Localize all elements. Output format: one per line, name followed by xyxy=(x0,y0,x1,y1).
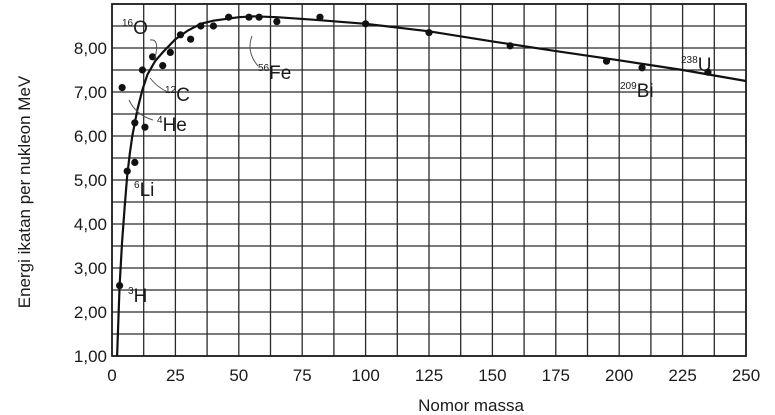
isotope-symbol: C xyxy=(176,85,190,106)
data-point xyxy=(118,84,126,92)
isotope-mass-number: 16 xyxy=(122,18,134,29)
x-axis-title: Nomor massa xyxy=(418,396,524,415)
y-tick-label: 5,00 xyxy=(74,171,107,190)
isotope-symbol: He xyxy=(163,115,187,136)
isotope-label-c: 12C xyxy=(165,85,190,106)
data-point xyxy=(506,42,514,50)
data-point xyxy=(148,53,157,61)
isotope-symbol: Li xyxy=(140,180,155,201)
data-point xyxy=(166,48,174,57)
carbon-pointer xyxy=(149,77,169,93)
isotope-label-he: 4He xyxy=(157,115,187,136)
data-point xyxy=(316,13,324,21)
data-point xyxy=(131,119,139,127)
data-point xyxy=(245,13,253,21)
isotope-symbol: U xyxy=(698,55,712,76)
x-tick-label: 25 xyxy=(166,366,185,385)
isotope-label-li: 6Li xyxy=(134,180,154,201)
x-tick-label: 0 xyxy=(107,366,116,385)
data-point xyxy=(225,13,233,21)
x-tick-label: 100 xyxy=(351,366,379,385)
y-tick-label: 1,00 xyxy=(74,347,107,366)
x-tick-label: 150 xyxy=(478,366,506,385)
isotope-label-o: 16O xyxy=(122,18,148,39)
iron-pointer xyxy=(249,35,259,67)
isotope-mass-number: 3 xyxy=(128,286,134,297)
x-tick-label: 125 xyxy=(415,366,443,385)
plot-frame xyxy=(111,3,747,357)
data-point xyxy=(123,167,131,175)
isotope-symbol: O xyxy=(133,18,148,39)
isotope-symbol: H xyxy=(134,286,148,307)
y-tick-label: 2,00 xyxy=(74,303,107,322)
x-tick-label: 200 xyxy=(605,366,633,385)
data-point xyxy=(197,22,205,30)
x-tick-label: 175 xyxy=(542,366,570,385)
y-tick-label: 6,00 xyxy=(74,127,107,146)
data-point xyxy=(131,158,139,166)
isotope-mass-number: 209 xyxy=(620,81,637,92)
data-point xyxy=(116,282,124,290)
data-point xyxy=(209,22,218,30)
x-tick-label: 75 xyxy=(293,366,312,385)
data-point xyxy=(187,35,195,43)
isotope-mass-number: 6 xyxy=(134,180,140,191)
data-point xyxy=(362,20,370,28)
data-point xyxy=(638,64,646,72)
x-tick-label: 250 xyxy=(732,366,760,385)
isotope-label-bi: 209Bi xyxy=(620,81,654,102)
y-tick-label: 4,00 xyxy=(74,215,107,234)
x-tick-label: 225 xyxy=(668,366,696,385)
isotope-label-u: 238U xyxy=(681,55,711,76)
isotope-mass-number: 12 xyxy=(165,85,177,96)
isotope-mass-number: 4 xyxy=(157,115,163,126)
isotope-label-fe: 56Fe xyxy=(258,63,291,84)
x-tick-label: 50 xyxy=(229,366,248,385)
data-point xyxy=(425,28,433,37)
data-point xyxy=(176,31,185,39)
helium-pointer xyxy=(128,99,154,121)
isotope-symbol: Bi xyxy=(637,81,654,102)
data-point xyxy=(602,57,611,65)
data-point xyxy=(159,62,167,70)
y-tick-label: 3,00 xyxy=(74,259,107,278)
oxygen-pointer xyxy=(149,39,158,59)
isotope-mass-number: 56 xyxy=(258,63,270,74)
data-point xyxy=(255,13,263,21)
isotope-label-h: 3H xyxy=(128,286,147,307)
data-point xyxy=(138,66,147,74)
y-tick-label: 7,00 xyxy=(74,83,107,102)
y-tick-label: 8,00 xyxy=(74,39,107,58)
y-axis-title: Energi ikatan per nukleon MeV xyxy=(15,75,34,308)
data-point xyxy=(273,18,281,26)
data-point xyxy=(704,68,712,76)
data-point xyxy=(141,123,149,131)
isotope-mass-number: 238 xyxy=(681,55,698,66)
isotope-symbol: Fe xyxy=(269,63,291,84)
